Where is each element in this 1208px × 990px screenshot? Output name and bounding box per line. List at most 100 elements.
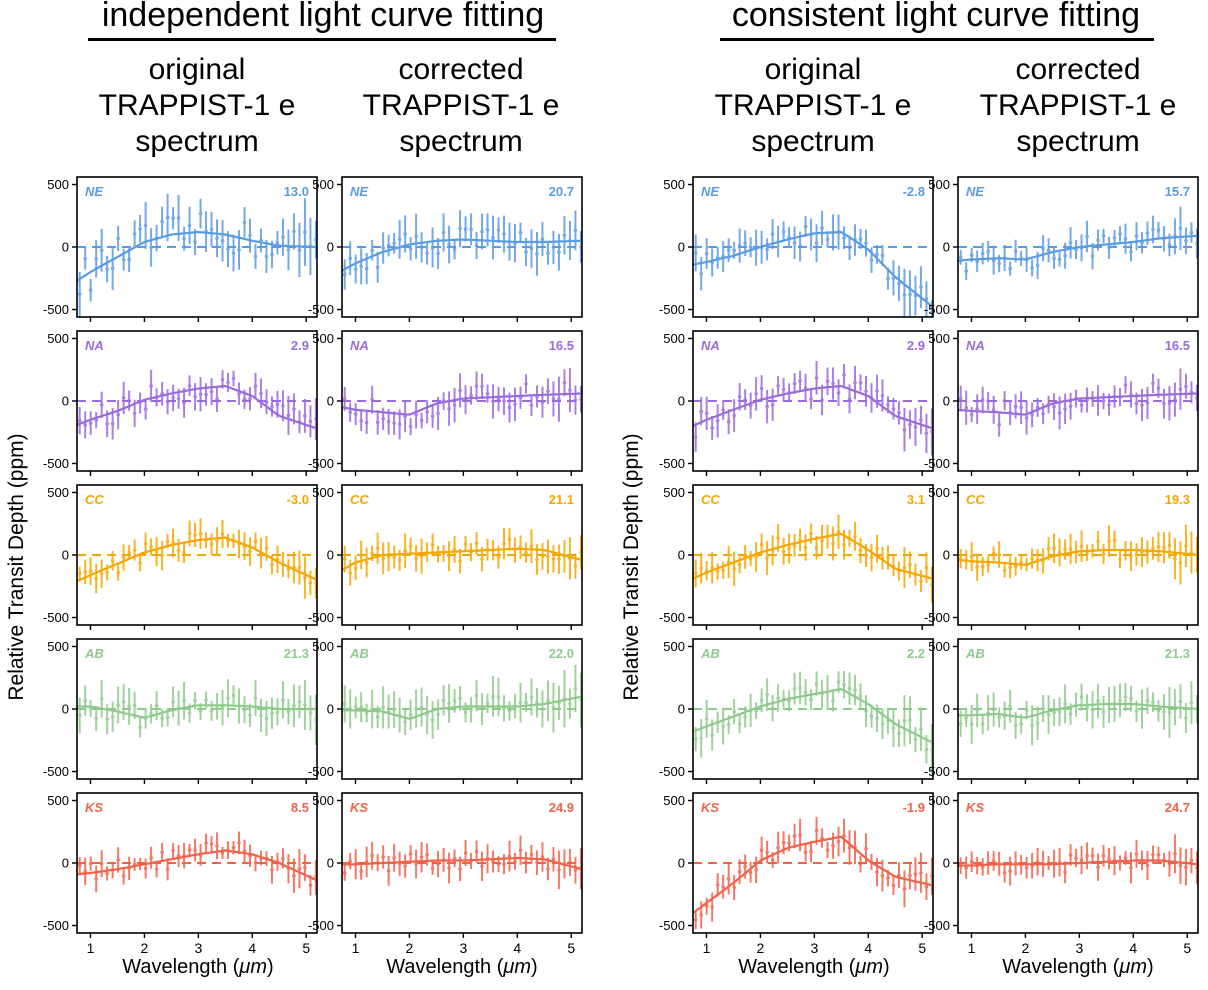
data-marker: [397, 861, 402, 866]
data-point: [1085, 387, 1089, 413]
data-point: [1035, 397, 1040, 417]
data-marker: [524, 700, 528, 705]
data-point: [964, 262, 968, 280]
data-marker: [127, 866, 131, 871]
data-marker: [171, 848, 175, 853]
data-marker: [1173, 851, 1177, 856]
x-tick-label: 3: [1075, 940, 1083, 956]
data-point: [165, 193, 170, 242]
data-point: [726, 409, 731, 435]
data-point: [1090, 390, 1095, 407]
data-marker: [573, 564, 578, 568]
data-marker: [270, 711, 274, 716]
data-point: [798, 671, 802, 704]
data-point: [897, 265, 901, 302]
data-marker: [1046, 546, 1051, 551]
data-point: [765, 238, 769, 261]
data-point: [474, 840, 479, 863]
data-marker: [1167, 710, 1172, 715]
y-tick-label: 0: [327, 702, 334, 717]
data-marker: [1112, 235, 1117, 240]
data-marker: [154, 236, 159, 240]
data-marker: [958, 721, 963, 726]
data-marker: [425, 251, 429, 255]
data-point: [370, 239, 374, 261]
data-point: [138, 214, 142, 243]
data-point: [1096, 683, 1100, 719]
data-point: [176, 538, 181, 562]
data-point: [743, 706, 747, 728]
data-point: [986, 240, 990, 262]
data-marker: [1162, 401, 1166, 406]
data-marker: [535, 700, 539, 705]
y-tick-label: -500: [43, 302, 69, 317]
data-point: [557, 685, 561, 720]
data-point: [858, 683, 863, 709]
data-marker: [209, 542, 214, 546]
data-marker: [781, 387, 786, 392]
data-point: [397, 409, 402, 440]
data-point: [209, 700, 214, 721]
data-point: [348, 241, 352, 276]
y-tick-label: 500: [928, 331, 950, 346]
data-point: [715, 563, 720, 580]
data-marker: [1162, 236, 1166, 241]
data-marker: [1184, 384, 1188, 389]
data-point: [886, 267, 890, 290]
data-marker: [441, 230, 446, 235]
data-point: [842, 363, 846, 386]
data-marker: [160, 850, 164, 855]
data-point: [1008, 400, 1012, 426]
data-marker: [529, 246, 534, 251]
data-point: [924, 281, 929, 317]
data-point: [699, 901, 703, 929]
reduction-label: CC: [701, 492, 720, 507]
reduction-label: NE: [966, 184, 984, 199]
data-point: [430, 700, 435, 739]
data-point: [414, 213, 418, 259]
data-point: [1156, 221, 1161, 239]
data-point: [364, 411, 369, 434]
data-marker: [1112, 858, 1117, 863]
data-point: [242, 389, 247, 410]
data-marker: [237, 542, 241, 546]
data-point: [693, 559, 698, 588]
data-marker: [699, 566, 703, 570]
data-point: [1134, 392, 1139, 415]
data-marker: [292, 229, 296, 234]
data-point: [1008, 261, 1012, 276]
data-point: [1101, 844, 1106, 867]
data-marker: [557, 250, 561, 255]
data-marker: [704, 904, 709, 908]
data-point: [342, 386, 347, 411]
data-marker: [281, 856, 285, 861]
data-marker: [1079, 695, 1084, 699]
data-point: [1112, 846, 1117, 876]
data-point: [342, 685, 347, 723]
data-point: [864, 229, 868, 257]
data-point: [875, 704, 879, 732]
data-point: [364, 547, 369, 578]
data-marker: [787, 546, 791, 551]
data-marker: [726, 722, 731, 727]
data-marker: [924, 297, 929, 301]
data-marker: [1129, 696, 1133, 701]
data-point: [853, 674, 857, 706]
data-point: [551, 545, 556, 573]
data-marker: [364, 560, 369, 565]
data-marker: [869, 555, 874, 560]
data-marker: [886, 718, 890, 723]
data-marker: [480, 864, 484, 869]
data-point: [1107, 236, 1111, 259]
data-point: [419, 687, 424, 727]
data-point: [474, 371, 479, 401]
data-marker: [1134, 401, 1139, 406]
data-point: [1079, 846, 1084, 875]
data-marker: [414, 862, 418, 866]
data-marker: [980, 722, 985, 726]
data-point: [781, 378, 786, 401]
y-tick-label: 0: [327, 856, 334, 871]
data-point: [546, 241, 550, 265]
data-marker: [392, 707, 396, 712]
